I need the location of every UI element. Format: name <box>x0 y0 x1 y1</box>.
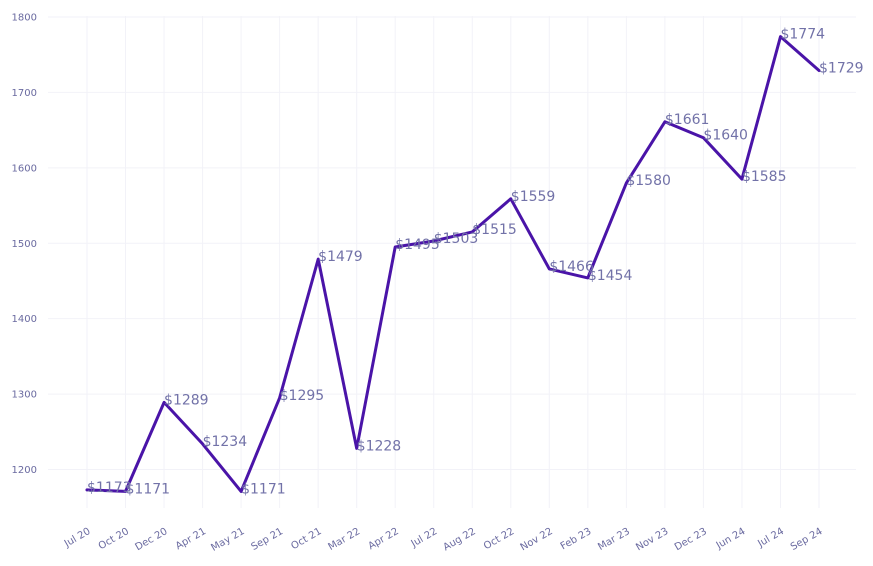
series-polyline <box>85 35 821 493</box>
x-tick-label: Oct 22 <box>482 526 516 552</box>
data-label: $1729 <box>819 61 864 77</box>
data-point <box>817 69 821 72</box>
data-label: $1495 <box>395 237 440 253</box>
data-label: $1503 <box>434 231 479 247</box>
data-label: $1515 <box>472 222 517 238</box>
series-line <box>85 35 821 493</box>
y-axis-ticks: 1200 1300 1400 1500 1600 1700 1800 <box>12 13 37 477</box>
data-point <box>394 245 397 249</box>
data-point <box>586 276 590 280</box>
x-tick-label: Jul 24 <box>755 526 786 550</box>
x-tick-label: Mar 23 <box>596 526 632 553</box>
data-point <box>239 490 243 493</box>
data-point <box>509 197 512 200</box>
x-tick-label: Feb 23 <box>559 526 594 552</box>
x-tick-label: Jul 20 <box>62 526 93 550</box>
data-label: $1228 <box>357 438 402 454</box>
data-label: $1479 <box>318 249 363 265</box>
x-tick-label: Nov 22 <box>519 526 555 553</box>
y-tick-label: 1800 <box>12 13 37 24</box>
x-tick-label: Nov 23 <box>634 526 670 553</box>
x-axis-ticks: Jul 20 Oct 20 Dec 20 Apr 21 May 21 Sep 21 Oct … <box>62 526 825 554</box>
x-tick-label: Jul 22 <box>409 526 440 550</box>
x-tick-label: Mar 22 <box>327 526 363 553</box>
x-tick-label: Dec 23 <box>673 526 709 553</box>
data-point <box>432 239 435 243</box>
data-label: $1661 <box>665 112 710 128</box>
grid <box>48 16 856 508</box>
data-point <box>124 490 127 493</box>
y-tick-label: 1300 <box>12 390 37 401</box>
data-point <box>85 488 89 492</box>
y-tick-label: 1500 <box>12 239 37 250</box>
data-label: $1173 <box>87 480 132 496</box>
data-point <box>471 230 474 234</box>
x-tick-label: Apr 22 <box>366 526 400 552</box>
y-tick-label: 1200 <box>12 465 37 476</box>
data-point <box>625 181 628 185</box>
data-point <box>702 136 705 139</box>
data-point <box>278 396 281 400</box>
data-labels: $1173$1171$1289$1234$1171$1295$1479$1228… <box>87 27 864 498</box>
data-label: $1774 <box>780 27 825 43</box>
x-tick-label: Aug 22 <box>442 526 478 553</box>
x-tick-label: Sep 24 <box>789 526 825 553</box>
y-tick-label: 1600 <box>12 163 37 174</box>
data-label: $1454 <box>588 268 633 284</box>
data-point <box>355 447 358 450</box>
data-label: $1585 <box>742 169 787 185</box>
data-label: $1559 <box>511 189 556 205</box>
data-point <box>740 177 744 181</box>
x-tick-label: Sep 21 <box>250 526 286 553</box>
x-tick-label: Dec 20 <box>134 526 170 553</box>
data-point <box>548 267 551 271</box>
data-label: $1466 <box>549 259 594 275</box>
data-label: $1580 <box>626 173 671 189</box>
data-point <box>316 257 320 261</box>
data-point <box>162 401 166 404</box>
data-label: $1295 <box>280 388 325 404</box>
x-tick-label: Jun 24 <box>714 526 748 552</box>
data-label: $1234 <box>203 434 248 450</box>
data-point <box>663 120 667 124</box>
data-label: $1171 <box>126 481 171 497</box>
data-point <box>201 442 204 446</box>
y-tick-label: 1700 <box>12 88 37 99</box>
x-tick-label: Oct 21 <box>289 526 323 552</box>
data-label: $1289 <box>164 392 209 408</box>
y-tick-label: 1400 <box>12 314 37 325</box>
data-label: $1171 <box>241 481 286 497</box>
x-tick-label: May 21 <box>209 526 246 554</box>
data-label: $1640 <box>703 128 748 144</box>
x-tick-label: Oct 20 <box>97 526 131 552</box>
data-point <box>779 35 782 38</box>
x-tick-label: Apr 21 <box>174 526 208 552</box>
